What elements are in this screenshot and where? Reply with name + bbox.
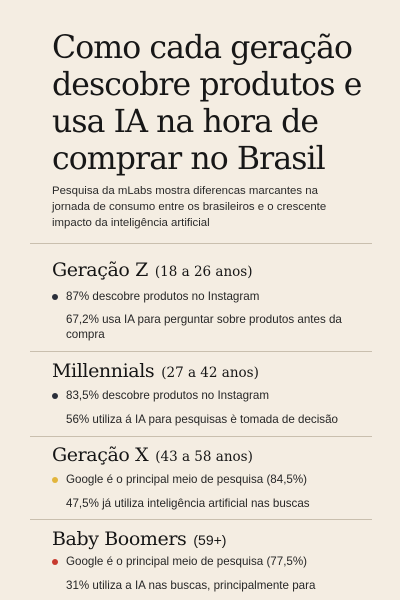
section-age: (27 a 42 anos) [161, 365, 259, 381]
list-item: 87% descobre produtos no Instagram [52, 289, 382, 305]
item-text: 67,2% usa IA para perguntar sobre produt… [66, 312, 342, 342]
section-geracao-x: Geração X (43 a 58 anos) Google é o prin… [52, 444, 382, 511]
list-item: Google é o principal meio de pesquisa (8… [52, 472, 382, 488]
item-text: 83,5% descobre produtos no Instagram [66, 389, 270, 402]
bullet-dot-icon [52, 393, 58, 399]
section-heading: Geração Z (18 a 26 anos) [52, 259, 382, 281]
item-text: 31% utiliza a IA nas buscas, principalme… [66, 578, 316, 592]
divider [30, 519, 372, 520]
section-name: Geração X [52, 444, 149, 466]
divider [30, 351, 372, 352]
list-item: 47,5% já utiliza inteligência artificial… [52, 496, 382, 512]
section-millennials: Millennials (27 a 42 anos) 83,5% descobr… [52, 360, 382, 427]
bullet-dot-icon [52, 477, 58, 483]
section-baby-boomers: Baby Boomers (59+) Google é o principal … [52, 528, 382, 593]
bullet-dot-icon [52, 559, 58, 565]
page-subtitle: Pesquisa da mLabs mostra diferencas marc… [52, 185, 327, 229]
divider [30, 436, 372, 437]
list-item: 31% utiliza a IA nas buscas, principalme… [52, 578, 382, 594]
section-age: (59+) [193, 532, 227, 548]
bullet-dot-icon [52, 294, 58, 300]
divider [30, 243, 372, 244]
section-heading: Geração X (43 a 58 anos) [52, 444, 382, 466]
list-item: 67,2% usa IA para perguntar sobre produt… [52, 312, 382, 343]
item-text: 56% utiliza á IA para pesquisas è tomada… [66, 412, 338, 426]
section-age: (43 a 58 anos) [155, 449, 253, 465]
item-text: 87% descobre produtos no Instagram [66, 290, 260, 303]
section-heading: Millennials (27 a 42 anos) [52, 360, 382, 382]
page-title: Como cada geração descobre produtos e us… [52, 30, 362, 177]
section-age: (18 a 26 anos) [154, 264, 253, 280]
section-geracao-z: Geração Z (18 a 26 anos) 87% descobre pr… [52, 259, 382, 343]
item-text: Google é o principal meio de pesquisa (7… [66, 555, 308, 568]
section-name: Millennials [52, 360, 155, 382]
item-text: 47,5% já utiliza inteligência artificial… [66, 496, 310, 510]
section-name: Geração Z [52, 259, 148, 281]
list-item: 56% utiliza á IA para pesquisas è tomada… [52, 412, 382, 428]
section-heading: Baby Boomers (59+) [52, 528, 382, 550]
section-name: Baby Boomers [52, 528, 187, 550]
list-item: 83,5% descobre produtos no Instagram [52, 388, 382, 404]
item-text: Google é o principal meio de pesquisa (8… [66, 473, 308, 486]
list-item: Google é o principal meio de pesquisa (7… [52, 554, 382, 570]
